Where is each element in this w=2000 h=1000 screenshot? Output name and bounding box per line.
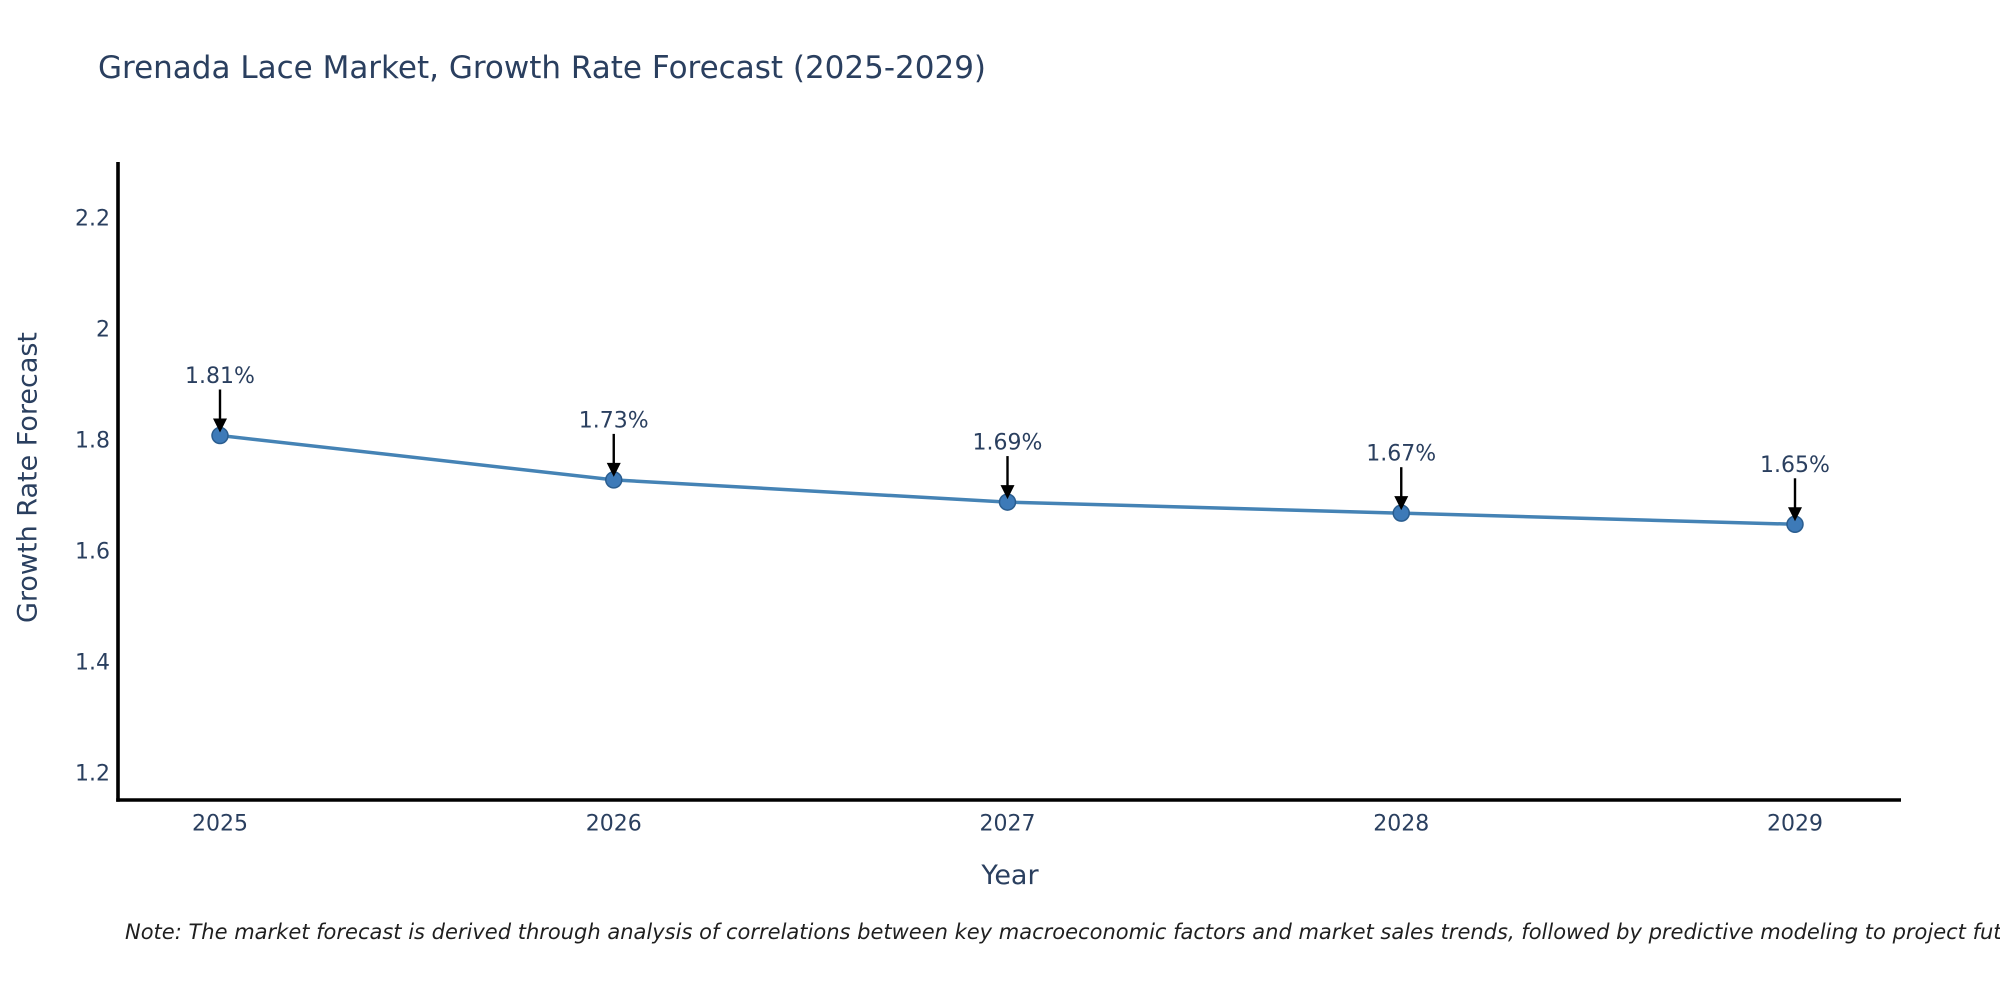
x-tick-label: 2026 (586, 812, 642, 837)
y-tick-label: 2.2 (75, 207, 110, 232)
annotation-arrowhead (1788, 507, 1802, 522)
annotation-label: 1.67% (1366, 442, 1436, 467)
y-tick-label: 2 (96, 318, 110, 343)
x-tick-label: 2027 (980, 812, 1036, 837)
annotation-label: 1.69% (973, 431, 1043, 456)
chart-title: Grenada Lace Market, Growth Rate Forecas… (98, 50, 987, 86)
annotation-arrowhead (1394, 496, 1409, 511)
x-tick-label: 2028 (1373, 812, 1429, 837)
x-tick-label: 2025 (192, 812, 248, 837)
annotation-label: 1.65% (1760, 453, 1830, 478)
annotation-label: 1.73% (579, 408, 649, 433)
annotation-arrowhead (1000, 485, 1015, 500)
y-tick-label: 1.8 (75, 429, 110, 454)
y-tick-label: 1.6 (75, 540, 110, 565)
x-tick-label: 2029 (1767, 812, 1823, 837)
y-tick-label: 1.4 (75, 650, 110, 675)
annotation-arrowhead (213, 418, 227, 433)
plot-area[interactable] (118, 162, 1901, 800)
annotation-label: 1.81% (185, 364, 255, 389)
annotation-arrowhead (606, 462, 621, 477)
y-tick-label: 1.2 (75, 761, 110, 786)
footnote: Note: The market forecast is derived thr… (125, 920, 2000, 944)
x-axis-title: Year (981, 860, 1039, 891)
